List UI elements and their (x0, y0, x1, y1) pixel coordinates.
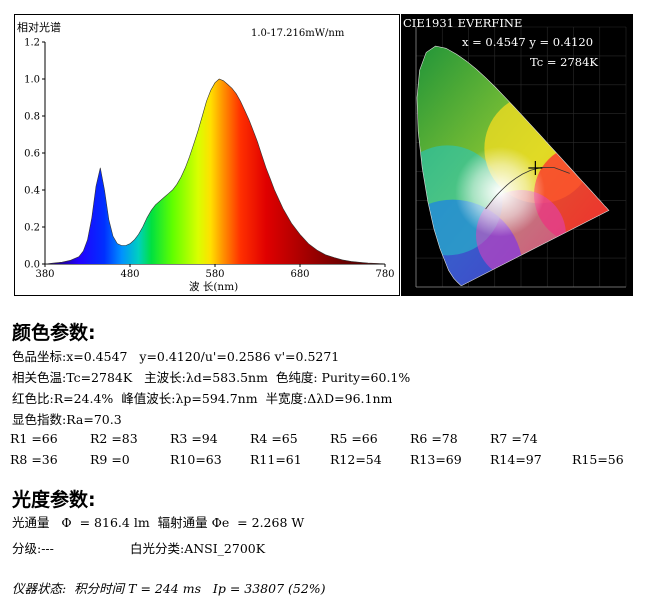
spectrum-area (45, 79, 385, 264)
flux-line: 光通量 Φ = 816.4 lm 辐射通量 Φe = 2.268 W (12, 515, 305, 530)
x-tick-label: 480 (120, 269, 139, 280)
r-value-cell: R8 =36 (10, 452, 58, 467)
spectral-locus (416, 45, 610, 286)
r-value-cell: R12=54 (330, 452, 382, 467)
chromaticity-line: 色品坐标:x=0.4547 y=0.4120/u'=0.2586 v'=0.52… (12, 349, 340, 364)
instrument-status: 仪器状态: 积分时间 T = 244 ms Ip = 33807 (52%) (12, 581, 326, 596)
white-class-label: 白光分类:ANSI_2700K (130, 541, 266, 556)
cct-line: 相关色温:Tc=2784K 主波长:λd=583.5nm 色纯度: Purity… (12, 370, 411, 385)
r-value-cell: R13=69 (410, 452, 462, 467)
y-tick-label: 0.0 (24, 260, 40, 271)
r-value-cell: R10=63 (170, 452, 222, 467)
r-value-cell: R5 =66 (330, 431, 378, 446)
cie-title: CIE1931 EVERFINE (403, 16, 522, 30)
y-tick-label: 0.8 (24, 112, 40, 123)
r-value-cell: R6 =78 (410, 431, 458, 446)
grade-label: 分级:--- (12, 541, 54, 556)
x-tick-label: 380 (35, 269, 54, 280)
chromaticity-point-marker (528, 160, 543, 175)
spectrum-line (44, 78, 386, 265)
y-tick-label: 0.6 (24, 149, 40, 160)
spectrum-chart: 相对光谱 1.0-17.216mW/nm 波 长(nm) 0.0 0.2 0.4 0.… (17, 20, 395, 293)
r-value-cell: R3 =94 (170, 431, 218, 446)
r-value-cell: R14=97 (490, 452, 542, 467)
red-ratio-line: 红色比:R=24.4% 峰值波长:λp=594.7nm 半宽度:ΔλD=96.1… (12, 391, 393, 406)
cie-xy-readout: x = 0.4547 y = 0.4120 (462, 35, 593, 49)
cie-chart-panel: CIE1931 EVERFINE x = 0.4547 y = 0.4120 T… (401, 14, 633, 296)
cri-line: 显色指数:Ra=70.3 (12, 412, 122, 427)
photometric-params-heading: 光度参数: (12, 489, 96, 511)
r-value-cell: R4 =65 (250, 431, 298, 446)
r-value-cell: R1 =66 (10, 431, 58, 446)
r-value-cell: R9 =0 (90, 452, 130, 467)
spectrum-chart-panel: 相对光谱 1.0-17.216mW/nm 波 长(nm) 0.0 0.2 0.4 0.… (14, 14, 400, 296)
x-tick-label: 680 (290, 269, 309, 280)
x-axis-label: 波 长(nm) (189, 280, 238, 293)
x-tick-label: 580 (205, 269, 224, 280)
cie-tc-readout: Tc = 2784K (530, 55, 598, 69)
y-tick-label: 0.2 (24, 223, 40, 234)
chart-range-label: 1.0-17.216mW/nm (251, 28, 345, 39)
y-tick-label: 0.4 (24, 186, 40, 197)
y-axis-label: 相对光谱 (17, 20, 61, 34)
r-value-cell: R11=61 (250, 452, 302, 467)
r-value-cell: R2 =83 (90, 431, 138, 446)
y-tick-label: 1.0 (24, 75, 40, 86)
color-params-heading: 颜色参数: (12, 322, 96, 344)
cie-chromaticity-chart: CIE1931 EVERFINE x = 0.4547 y = 0.4120 T… (403, 16, 627, 288)
r-value-cell: R15=56 (572, 452, 624, 467)
x-tick-label: 780 (375, 269, 394, 280)
y-tick-label: 1.2 (24, 38, 40, 49)
r-value-cell: R7 =74 (490, 431, 538, 446)
